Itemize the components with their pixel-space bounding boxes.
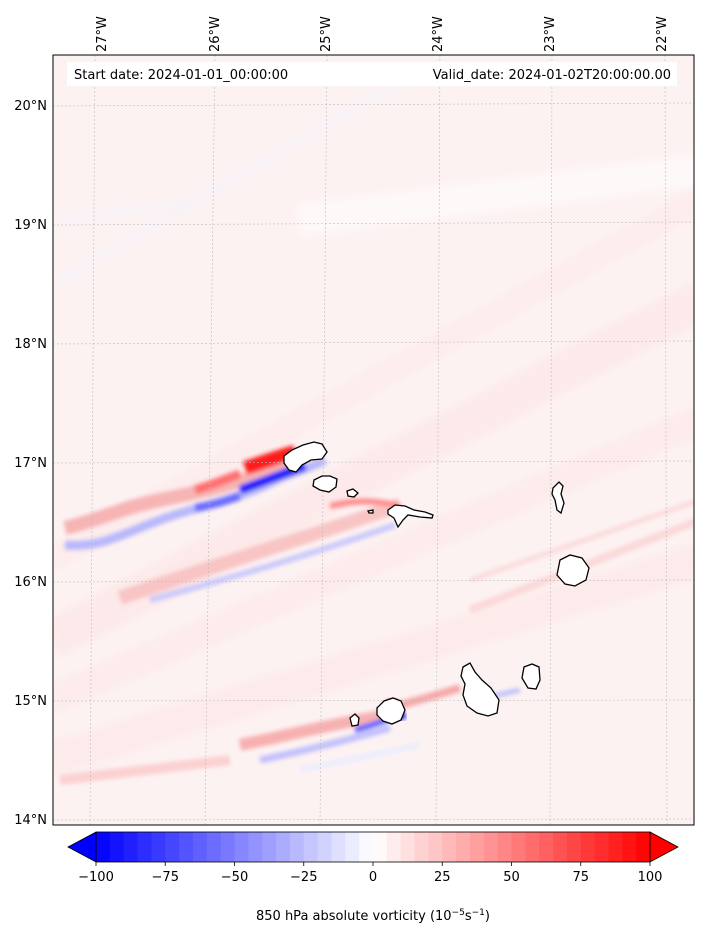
lat-tick-label: 18°N [14,337,47,352]
colorbar-tick-label: −100 [78,870,114,885]
colorbar-segment [594,832,609,862]
colorbar-extend-high [649,831,679,863]
colorbar-tick-label: −25 [290,870,317,885]
colorbar-extend-low [67,831,97,863]
island-sao-vicente [312,475,338,493]
start-date-label: Start date: 2024-01-01_00:00:00 [74,68,288,83]
map-frame [52,54,695,826]
colorbar-segment [428,832,443,862]
islands-coastlines [283,441,590,727]
colorbar-segment [525,832,540,862]
colorbar-segment [400,832,415,862]
colorbar-segment [331,832,346,862]
gridlines [53,55,694,825]
island-boa-vista [556,554,590,587]
colorbar-segment [151,832,166,862]
colorbar-segment [137,832,152,862]
colorbar-segment [276,832,291,862]
lon-tick-label: 22°W [655,16,670,52]
colorbar-tick-label: 0 [369,870,377,885]
colorbar-segment [289,832,305,862]
colorbar-segment [345,832,360,862]
colorbar-segment [96,832,111,862]
colorbar-segment [566,832,582,862]
colorbar-segment [220,832,235,862]
colorbar-segment [165,832,180,862]
valid-date-label: Valid_date: 2024-01-02T20:00:00.00 [433,68,671,83]
lat-tick-label: 14°N [14,813,47,828]
island-sal [551,481,565,515]
colorbar-tick-label: 75 [572,870,589,885]
colorbar-tick-label: 100 [638,870,663,885]
island-santo-antao [283,441,328,473]
lon-tick-label: 26°W [208,16,223,52]
colorbar: −100 −75 −50 −25 0 25 50 75 100 850 hPa absolute… [67,831,679,924]
lat-tick-label: 15°N [14,694,47,709]
island-raso [367,509,374,514]
colorbar-segment [303,832,318,862]
colorbar-segment [442,832,457,862]
colorbar-segment [414,832,429,862]
colorbar-ticks: −100 −75 −50 −25 0 25 50 75 100 [78,862,662,885]
lat-tick-label: 20°N [14,99,47,114]
colorbar-segment [317,832,332,862]
colorbar-segments [96,832,651,862]
colorbar-segment [206,832,222,862]
colorbar-segment [469,832,485,862]
island-fogo [376,697,406,725]
colorbar-segment [497,832,512,862]
colorbar-segment [248,832,263,862]
island-santa-luzia [346,488,359,498]
lat-tick-label: 17°N [14,456,47,471]
island-maio [521,663,541,690]
longitude-labels: 27°W 26°W 25°W 24°W 23°W 22°W [95,16,670,52]
colorbar-segment [123,832,138,862]
colorbar-tick-label: 25 [434,870,451,885]
colorbar-segment [234,832,249,862]
colorbar-segment [109,832,125,862]
colorbar-segment [580,832,595,862]
colorbar-segment [553,832,568,862]
island-brava [349,713,360,727]
colorbar-segment [608,832,623,862]
colorbar-segment [539,832,554,862]
lon-tick-label: 24°W [431,16,446,52]
colorbar-segment [386,832,402,862]
colorbar-segment [511,832,526,862]
lon-tick-label: 23°W [543,16,558,52]
lon-tick-label: 27°W [95,16,110,52]
colorbar-segment [373,832,388,862]
lat-tick-label: 16°N [14,575,47,590]
colorbar-title: 850 hPa absolute vorticity (10−5s−1) [256,908,490,924]
lat-tick-label: 19°N [14,218,47,233]
colorbar-segment [262,832,277,862]
colorbar-segment [192,832,208,862]
lon-tick-label: 25°W [319,16,334,52]
colorbar-segment [622,832,637,862]
colorbar-segment [483,832,499,862]
colorbar-segment [179,832,194,862]
island-santiago [460,662,500,717]
latitude-labels: 20°N 19°N 18°N 17°N 16°N 15°N 14°N [14,99,47,828]
colorbar-segment [636,832,651,862]
info-box [67,62,677,86]
colorbar-segment [359,832,374,862]
colorbar-segment [456,832,471,862]
vorticity-field [53,67,694,785]
colorbar-tick-label: −75 [152,870,179,885]
colorbar-tick-label: −50 [221,870,248,885]
colorbar-tick-label: 50 [503,870,520,885]
island-sao-nicolau [387,504,434,529]
